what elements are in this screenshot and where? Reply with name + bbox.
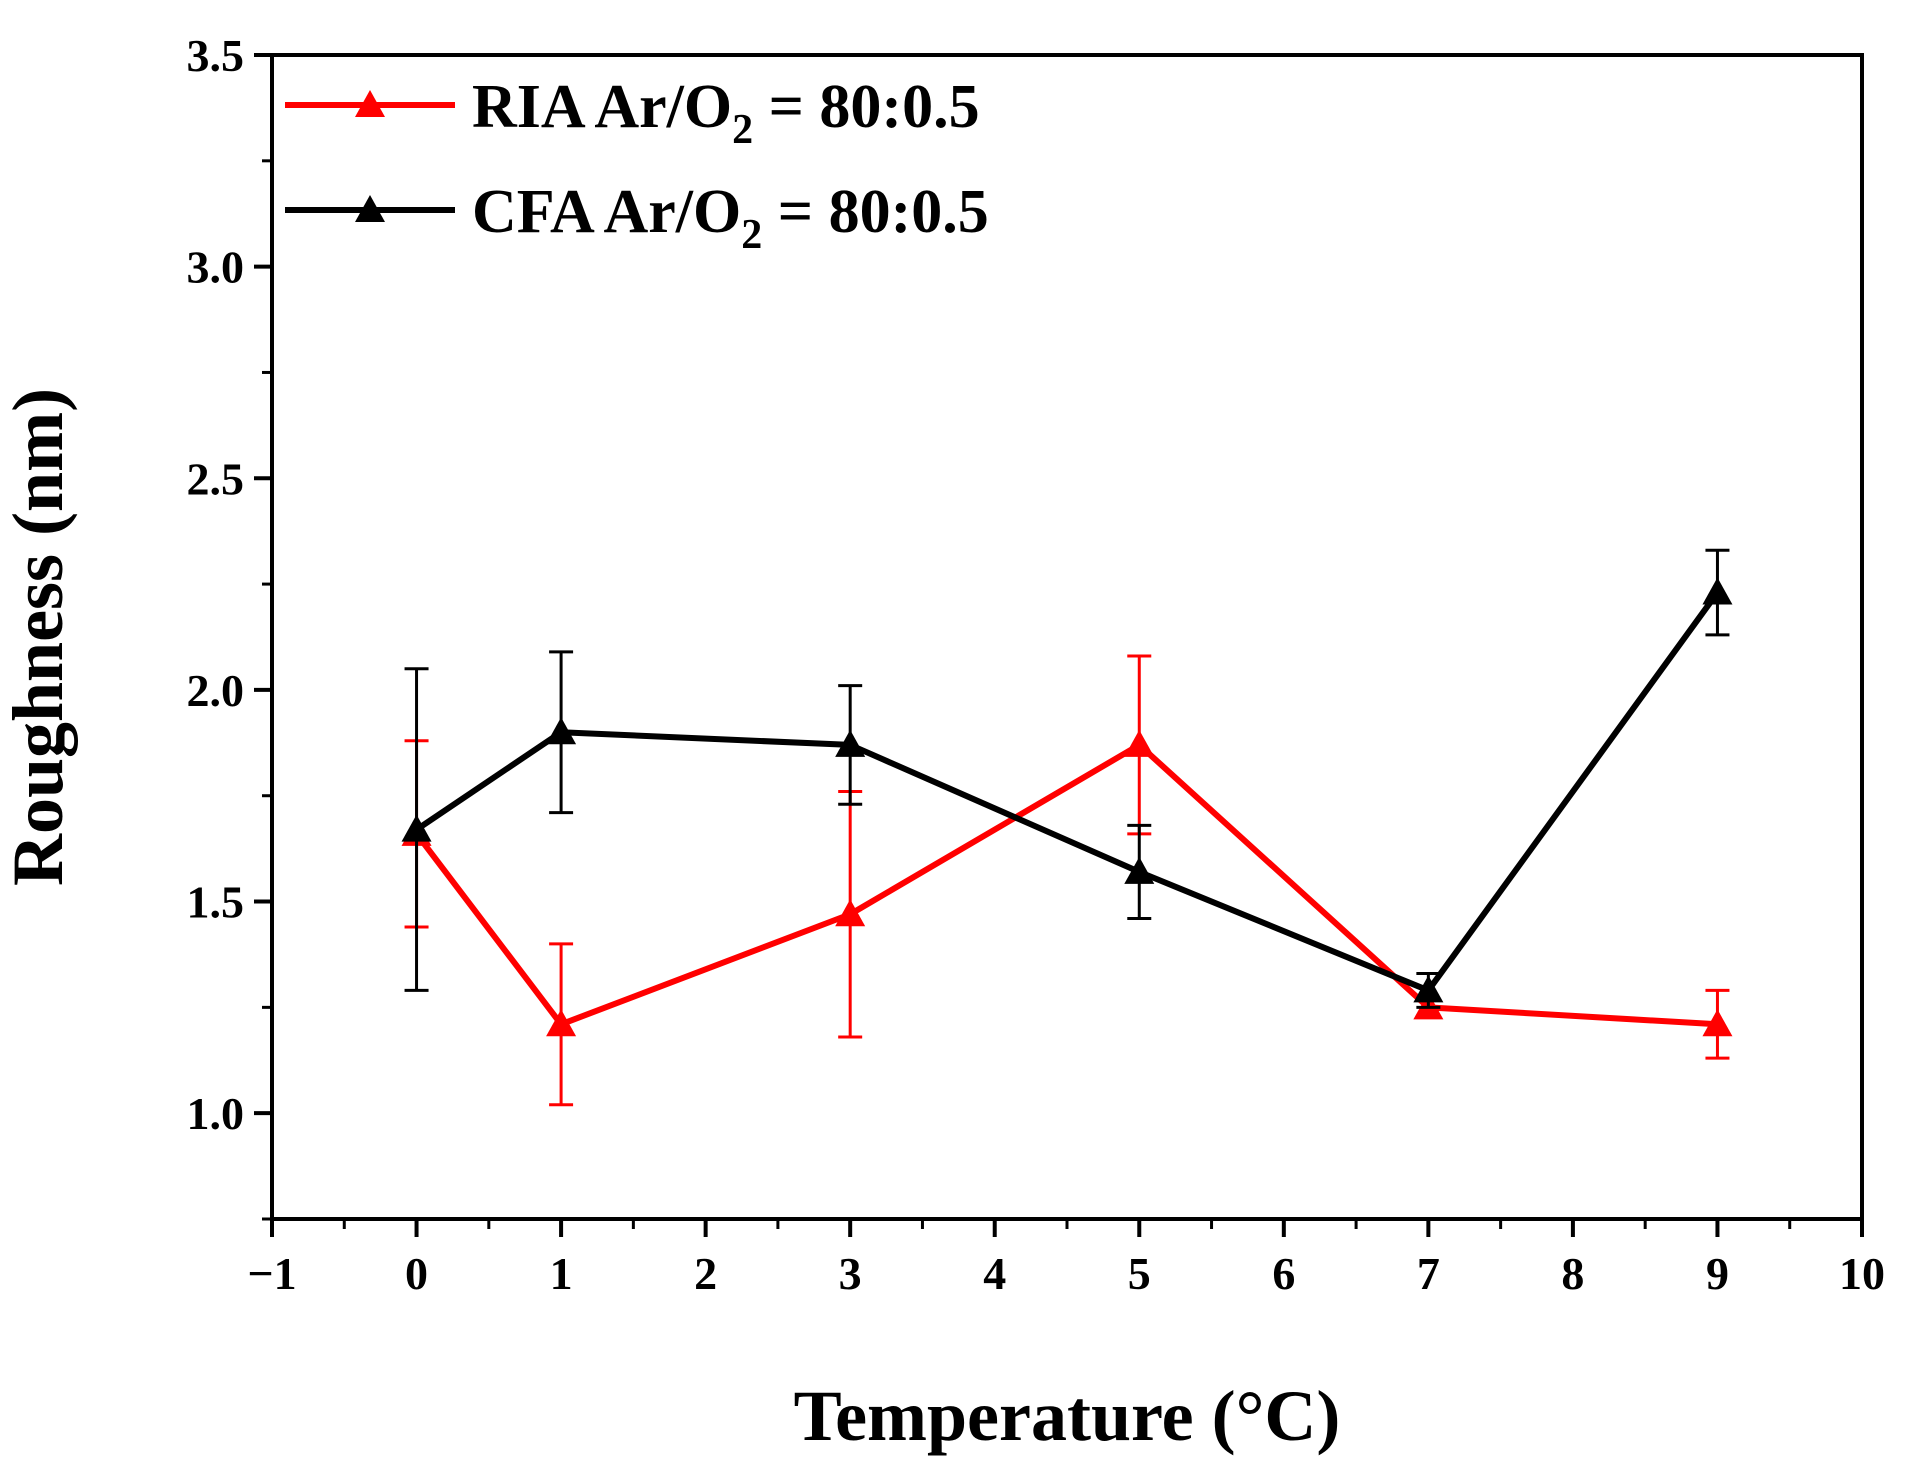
x-tick-label: −1 (247, 1248, 296, 1299)
x-tick-label: 0 (405, 1248, 428, 1299)
data-point (1702, 1009, 1733, 1037)
x-tick-label: 7 (1417, 1248, 1440, 1299)
legend-label: RIA Ar/O2 = 80:0.5 (472, 73, 980, 153)
x-tick-label: 9 (1706, 1248, 1729, 1299)
y-tick-label: 2.5 (187, 453, 245, 504)
x-tick-label: 4 (983, 1248, 1006, 1299)
series (401, 548, 1733, 1107)
x-tick-label: 6 (1272, 1248, 1295, 1299)
y-tick-label: 2.0 (187, 665, 245, 716)
legend: RIA Ar/O2 = 80:0.5 CFA Ar/O2 = 80:0.5 (285, 73, 989, 258)
y-tick-label: 1.5 (187, 877, 245, 928)
x-tick-label: 1 (550, 1248, 573, 1299)
data-point (1413, 975, 1444, 1003)
legend-entry: CFA Ar/O2 = 80:0.5 (285, 178, 989, 258)
data-point (546, 1009, 577, 1037)
y-tick-label: 3.0 (187, 242, 245, 293)
x-tick-label: 10 (1839, 1248, 1885, 1299)
series-line (414, 590, 1720, 994)
data-point (835, 729, 866, 757)
series-0 (401, 654, 1733, 1107)
legend-entry: RIA Ar/O2 = 80:0.5 (285, 73, 980, 153)
x-tick-label: 2 (694, 1248, 717, 1299)
series-1 (401, 548, 1733, 1009)
y-tick-label: 1.0 (187, 1088, 245, 1139)
data-point (1702, 577, 1733, 605)
x-tick-label: 5 (1128, 1248, 1151, 1299)
data-point (835, 899, 866, 927)
data-point (1124, 729, 1155, 757)
x-axis-title: Temperature (°C) (794, 1376, 1341, 1456)
x-tick-label: 8 (1561, 1248, 1584, 1299)
x-tick-label: 3 (839, 1248, 862, 1299)
y-tick-label: 3.5 (187, 30, 245, 81)
series-line (414, 741, 1718, 1028)
y-axis-title: Roughness (nm) (0, 388, 78, 886)
data-point (401, 814, 432, 842)
legend-marker (355, 195, 385, 222)
data-point (1124, 856, 1155, 884)
legend-marker (355, 90, 385, 117)
ticks: −1 0 1 2 3 4 5 6 7 8 9 10 1.0 1.5 2.0 2.5 3.0 3.5 (187, 30, 1886, 1299)
legend-label: CFA Ar/O2 = 80:0.5 (472, 178, 989, 258)
data-point (546, 717, 577, 745)
